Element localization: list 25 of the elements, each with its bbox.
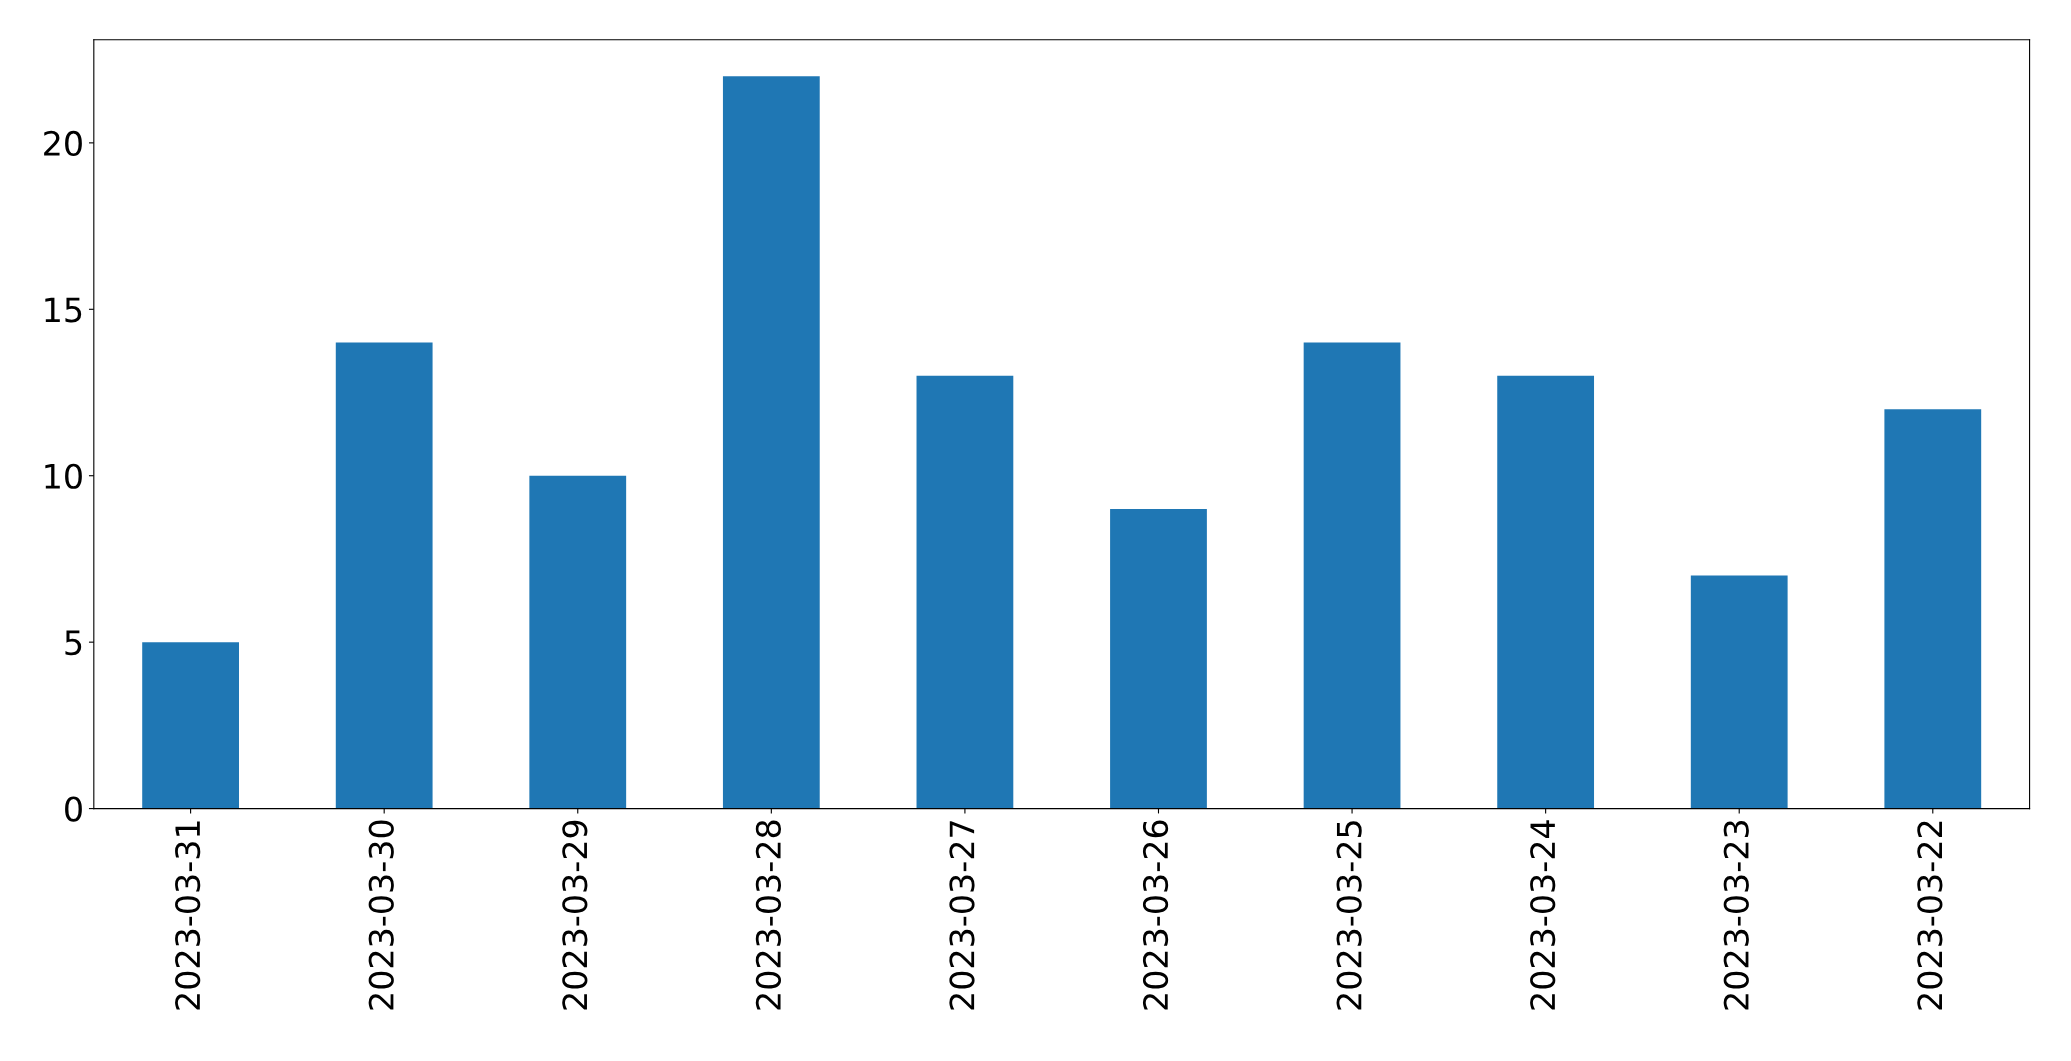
y-tick-label: 10: [45, 463, 82, 489]
x-tick-label: 2023-03-31: [175, 821, 201, 1010]
bar: [142, 642, 239, 809]
bar: [1497, 375, 1595, 809]
y-tick-label: 5: [65, 630, 82, 656]
y-tick-label: 20: [44, 130, 82, 157]
bar: [1303, 342, 1401, 809]
x-tick-label: 2023-03-27: [949, 821, 975, 1010]
y-tick-label: 15: [45, 297, 82, 323]
x-tick-label: 2023-03-26: [1142, 820, 1169, 1010]
x-tick-label: 2023-03-24: [1530, 820, 1556, 1010]
x-tick-label: 2023-03-29: [562, 820, 588, 1010]
x-tick-label: 2023-03-30: [368, 820, 394, 1010]
bar: [722, 76, 820, 809]
y-tick-label: 0: [65, 796, 82, 822]
bar: [529, 475, 627, 809]
bar: [916, 375, 1014, 809]
bar: [1690, 575, 1788, 809]
bar: [1110, 509, 1207, 809]
bar: [335, 342, 433, 809]
x-tick-label: 2023-03-22: [1917, 821, 1943, 1010]
bar: [1884, 409, 1982, 809]
x-tick-label: 2023-03-25: [1336, 821, 1362, 1010]
x-tick-label: 2023-03-23: [1723, 820, 1749, 1010]
x-tick-label: 2023-03-28: [755, 820, 782, 1010]
